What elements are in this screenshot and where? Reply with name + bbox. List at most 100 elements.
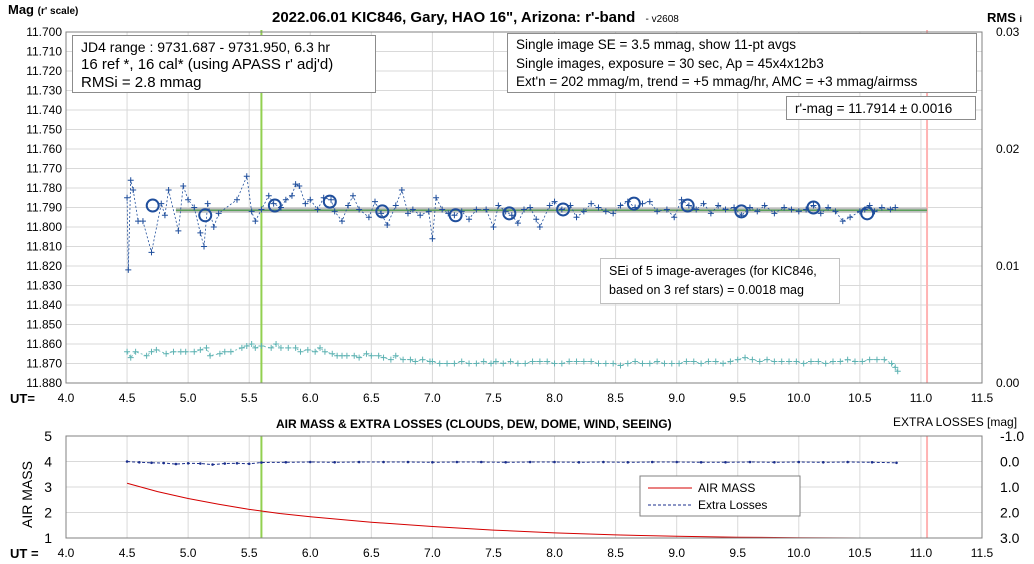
- series-check-star-point: [837, 358, 844, 365]
- series-individual-points-point: [693, 206, 700, 213]
- bottom-x-tick-label: 11.5: [971, 546, 994, 560]
- info-left-line-3: RMSi = 2.8 mmag: [81, 74, 202, 91]
- extra-losses-point: [333, 460, 336, 464]
- series-individual-points-point: [185, 196, 192, 203]
- series-individual-points-point: [595, 204, 602, 211]
- top-x-tick-label: 10.0: [787, 391, 811, 405]
- average-point: [198, 208, 213, 223]
- series-check-star-point: [881, 356, 888, 363]
- series-individual-points-point: [307, 196, 314, 203]
- series-individual-points-point: [175, 227, 182, 234]
- series-individual-points-point: [409, 206, 416, 213]
- top-y-tick-label: 11.880: [26, 376, 62, 390]
- series-check-star-point: [514, 360, 521, 367]
- series-check-star-point: [127, 354, 134, 361]
- top-y-tick-label: 11.800: [26, 220, 62, 234]
- series-check-star-point: [292, 344, 299, 351]
- series-individual-points-point: [148, 249, 155, 256]
- bottom-y2-tick-label: -1.0: [1000, 428, 1024, 444]
- extra-losses-point: [382, 460, 385, 464]
- series-individual-points-point: [610, 210, 617, 217]
- series-check-star-point: [466, 360, 473, 367]
- series-check-star-point: [815, 358, 822, 365]
- top-y2-tick-label: 0.03: [996, 25, 1020, 39]
- series-check-star-point: [580, 358, 587, 365]
- series-check-star-point: [822, 360, 829, 367]
- series-individual-points-point: [197, 229, 204, 236]
- series-check-star-point: [124, 348, 131, 355]
- series-individual-points-point: [781, 204, 788, 211]
- extra-losses-point: [235, 461, 239, 465]
- extra-losses-point: [150, 461, 153, 465]
- top-y-tick-label: 11.870: [26, 357, 62, 371]
- extra-losses-point: [895, 461, 898, 465]
- average-point: [556, 202, 571, 217]
- top-y2-tick-label: 0.01: [996, 259, 1020, 273]
- series-check-star-point: [400, 356, 407, 363]
- series-check-star-point: [595, 360, 602, 367]
- top-y-tick-label: 11.810: [26, 240, 62, 254]
- series-check-star-point: [429, 358, 436, 365]
- sei-note-box: SEi of 5 image-averages (for KIC846, bas…: [600, 258, 840, 304]
- bottom-x-tick-label: 5.5: [241, 546, 258, 560]
- bottom-x-tick-label: 6.0: [302, 546, 319, 560]
- extra-losses-point: [797, 460, 801, 464]
- extra-losses-point: [724, 460, 727, 464]
- top-x-tick-label: 6.5: [363, 391, 380, 405]
- series-individual-points-point: [125, 266, 132, 273]
- series-individual-points-point: [473, 206, 480, 213]
- series-check-star-point: [492, 358, 499, 365]
- extra-losses-point: [199, 462, 202, 465]
- top-y-tick-label: 11.820: [26, 259, 62, 273]
- series-individual-points-point: [490, 224, 497, 230]
- series-individual-points-point: [746, 204, 753, 211]
- fit-label: r'-mag = 11.7914 ± 0.0016: [795, 101, 953, 116]
- series-air-mass: [126, 482, 897, 539]
- series-individual-points-point: [302, 200, 309, 207]
- series-check-star-point: [859, 358, 866, 365]
- series-check-star-point: [544, 358, 551, 365]
- top-x-tick-label: 4.0: [58, 391, 75, 405]
- series-check-star-point: [412, 358, 419, 365]
- top-x-tick-label: 8.0: [546, 391, 563, 405]
- series-individual-points-point: [832, 208, 839, 215]
- series-individual-points-point: [671, 214, 678, 221]
- series-check-star-point: [170, 348, 177, 355]
- series-individual-points-point: [847, 214, 854, 221]
- top-y-tick-label: 11.790: [26, 201, 62, 215]
- series-individual-points-point: [439, 206, 446, 213]
- bottom-x-tick-label: 4.0: [58, 546, 75, 560]
- bottom-ylabel: AIR MASS: [19, 461, 35, 528]
- top-y2label: RMS i: [987, 10, 1022, 25]
- series-check-star-point: [610, 360, 617, 367]
- series-check-star-point: [363, 350, 370, 357]
- series-check-star-point: [654, 358, 661, 365]
- bottom-x-tick-label: 9.0: [668, 546, 685, 560]
- series-individual-points-point: [339, 218, 346, 225]
- series-check-star-point: [191, 348, 198, 355]
- series-individual-points-point: [795, 208, 802, 215]
- series-check-star-point: [720, 360, 727, 367]
- series-individual-points-point: [761, 202, 768, 209]
- series-check-star-point: [698, 360, 705, 367]
- series-individual-points-point: [378, 210, 385, 217]
- extra-losses-point: [406, 460, 410, 464]
- series-check-star-point: [844, 356, 851, 363]
- bottom-y2-tick-label: 2.0: [1000, 505, 1020, 521]
- series-check-star-point: [203, 344, 210, 351]
- series-individual-points-point: [892, 204, 899, 211]
- top-xlabel: UT=: [10, 391, 35, 406]
- extra-losses-point: [528, 460, 532, 464]
- top-x-tick-label: 11.5: [971, 391, 994, 405]
- average-point: [860, 206, 875, 221]
- bottom-x-tick-label: 7.5: [485, 546, 502, 560]
- top-plot-frame: [65, 31, 983, 384]
- series-individual-points-point: [533, 216, 540, 223]
- series-individual-points-point: [161, 212, 168, 219]
- bottom-y-tick-label: 4: [44, 454, 52, 470]
- series-individual-points-point: [573, 214, 580, 221]
- series-check-star-point: [566, 358, 573, 365]
- series-individual-points-point: [817, 210, 824, 217]
- series-individual-points-point: [243, 173, 250, 180]
- series-check-star-point: [617, 362, 624, 369]
